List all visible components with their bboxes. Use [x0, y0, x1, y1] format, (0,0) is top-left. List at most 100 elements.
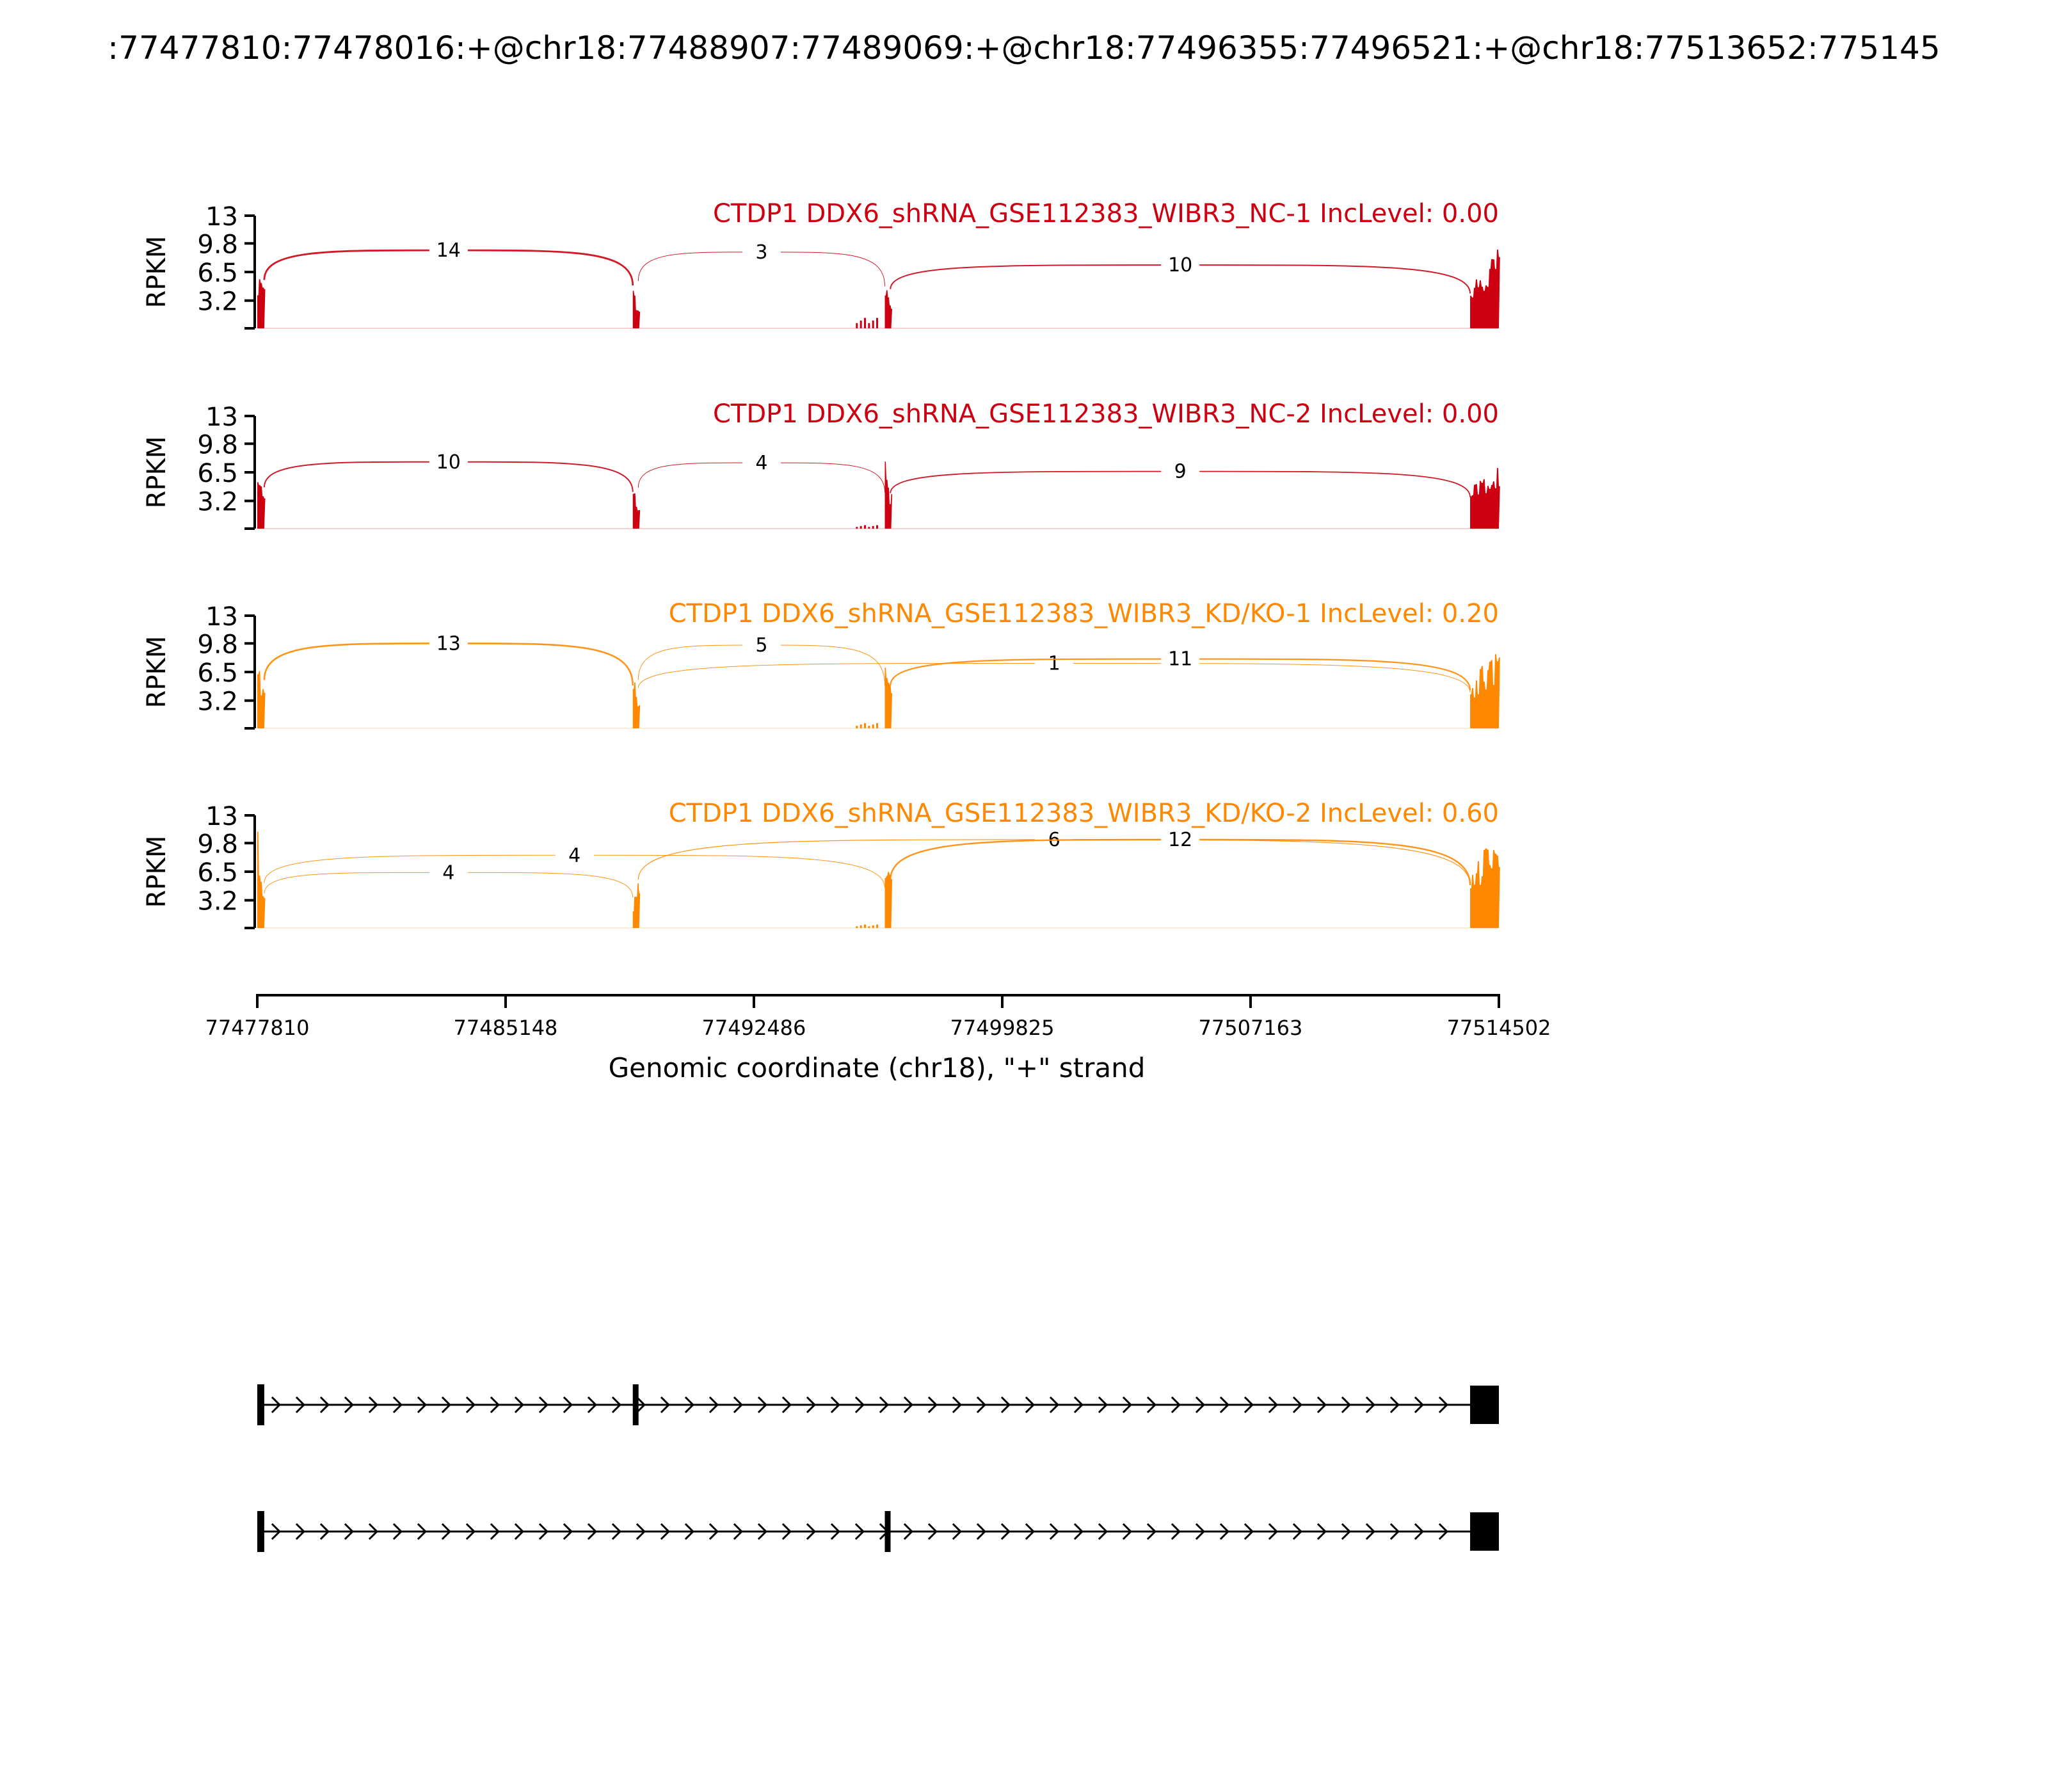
intronic-coverage: [872, 925, 874, 928]
exon-coverage: [884, 872, 893, 928]
strand-arrow-icon: [1073, 1396, 1084, 1414]
y-tick-label: 6.5: [197, 259, 238, 288]
junction-count: 4: [568, 844, 580, 867]
y-tick-label: 3.2: [197, 287, 238, 317]
panel-title: CTDP1 DDX6_shRNA_GSE112383_WIBR3_NC-2 In…: [713, 399, 1499, 429]
strand-arrow-icon: [538, 1396, 549, 1414]
strand-arrow-icon: [1365, 1523, 1376, 1540]
strand-arrow-icon: [514, 1396, 525, 1414]
intronic-coverage: [864, 924, 867, 928]
strand-arrow-icon: [563, 1523, 573, 1540]
junction-label-bg: [742, 244, 781, 265]
strand-arrow-icon: [1389, 1396, 1400, 1414]
isoform-exon: [1470, 1386, 1499, 1424]
exon-coverage: [632, 291, 641, 328]
exon-coverage: [257, 482, 266, 529]
strand-arrow-icon: [781, 1523, 792, 1540]
y-tick-label: 9.8: [197, 829, 238, 859]
strand-arrow-icon: [1316, 1396, 1327, 1414]
exon-coverage: [1470, 654, 1500, 728]
intronic-coverage: [860, 925, 862, 928]
y-axis-label: RPKM: [142, 836, 172, 908]
strand-arrow-icon: [465, 1396, 476, 1414]
strand-arrow-icon: [1025, 1396, 1036, 1414]
isoform-exon: [257, 1511, 264, 1552]
intronic-coverage: [876, 525, 879, 529]
intronic-coverage: [864, 723, 867, 728]
strand-arrow-icon: [490, 1396, 500, 1414]
intronic-coverage: [876, 317, 879, 328]
strand-arrow-icon: [733, 1523, 744, 1540]
y-tick-label: 6.5: [197, 459, 238, 488]
intronic-coverage: [856, 323, 858, 328]
strand-arrow-icon: [417, 1523, 428, 1540]
strand-arrow-icon: [368, 1396, 379, 1414]
junction-label-bg: [429, 636, 468, 657]
exon-coverage: [632, 883, 641, 928]
junction-label-bg: [555, 847, 594, 868]
intronic-coverage: [868, 725, 870, 728]
strand-arrow-icon: [927, 1396, 938, 1414]
y-tick-label: 13: [205, 602, 238, 632]
strand-arrow-icon: [1244, 1396, 1254, 1414]
strand-arrow-icon: [1268, 1523, 1279, 1540]
strand-arrow-icon: [708, 1396, 719, 1414]
strand-arrow-icon: [1414, 1523, 1425, 1540]
junction-label-bg: [429, 243, 468, 264]
strand-arrow-icon: [660, 1523, 671, 1540]
strand-arrow-icon: [271, 1523, 282, 1540]
strand-arrow-icon: [271, 1396, 282, 1414]
strand-arrow-icon: [441, 1396, 452, 1414]
strand-arrow-icon: [587, 1396, 598, 1414]
strand-arrow-icon: [295, 1396, 306, 1414]
intronic-coverage: [864, 525, 867, 529]
strand-arrow-icon: [1244, 1523, 1254, 1540]
strand-arrow-icon: [1122, 1523, 1133, 1540]
junction-count: 5: [755, 634, 767, 657]
isoform-model: [257, 1384, 1499, 1425]
strand-arrow-icon: [854, 1396, 865, 1414]
strand-arrow-icon: [1389, 1523, 1400, 1540]
isoform-exon: [257, 1384, 264, 1425]
strand-arrow-icon: [976, 1396, 987, 1414]
strand-arrow-icon: [368, 1523, 379, 1540]
exon-coverage: [632, 682, 641, 728]
strand-arrow-icon: [417, 1396, 428, 1414]
strand-arrow-icon: [611, 1396, 622, 1414]
junction-count: 4: [755, 452, 767, 474]
y-tick-label: 6.5: [197, 659, 238, 688]
strand-arrow-icon: [781, 1396, 792, 1414]
intronic-coverage: [860, 320, 862, 328]
x-axis: 77477810 77485148 77492486 77499825 77507163…: [205, 994, 1551, 1084]
intronic-coverage: [872, 320, 874, 328]
strand-arrow-icon: [1098, 1396, 1108, 1414]
y-axis-label: RPKM: [142, 236, 172, 308]
strand-arrow-icon: [1316, 1523, 1327, 1540]
intronic-coverage: [868, 527, 870, 529]
strand-arrow-icon: [538, 1523, 549, 1540]
junction-label-bg: [1035, 831, 1074, 852]
y-tick-label: 13: [205, 802, 238, 831]
strand-arrow-icon: [1073, 1523, 1084, 1540]
junction-label-bg: [1161, 651, 1200, 672]
strand-arrow-icon: [830, 1396, 841, 1414]
exon-coverage: [257, 671, 266, 728]
strand-arrow-icon: [636, 1523, 646, 1540]
y-tick-label: 6.5: [197, 858, 238, 888]
x-tick-label: 77492486: [702, 1016, 806, 1040]
strand-arrow-icon: [1438, 1523, 1449, 1540]
isoform-exon: [1470, 1512, 1499, 1551]
exon-coverage: [1470, 848, 1500, 928]
panel-title: CTDP1 DDX6_shRNA_GSE112383_WIBR3_KD/KO-2…: [669, 799, 1499, 828]
exon-coverage: [1470, 249, 1500, 328]
y-tick-label: 13: [205, 202, 238, 232]
strand-arrow-icon: [587, 1523, 598, 1540]
strand-arrow-icon: [1098, 1523, 1108, 1540]
intronic-coverage: [856, 527, 858, 529]
intronic-coverage: [876, 924, 879, 928]
strand-arrow-icon: [1438, 1396, 1449, 1414]
strand-arrow-icon: [903, 1523, 914, 1540]
junction-count: 1: [1048, 652, 1060, 675]
